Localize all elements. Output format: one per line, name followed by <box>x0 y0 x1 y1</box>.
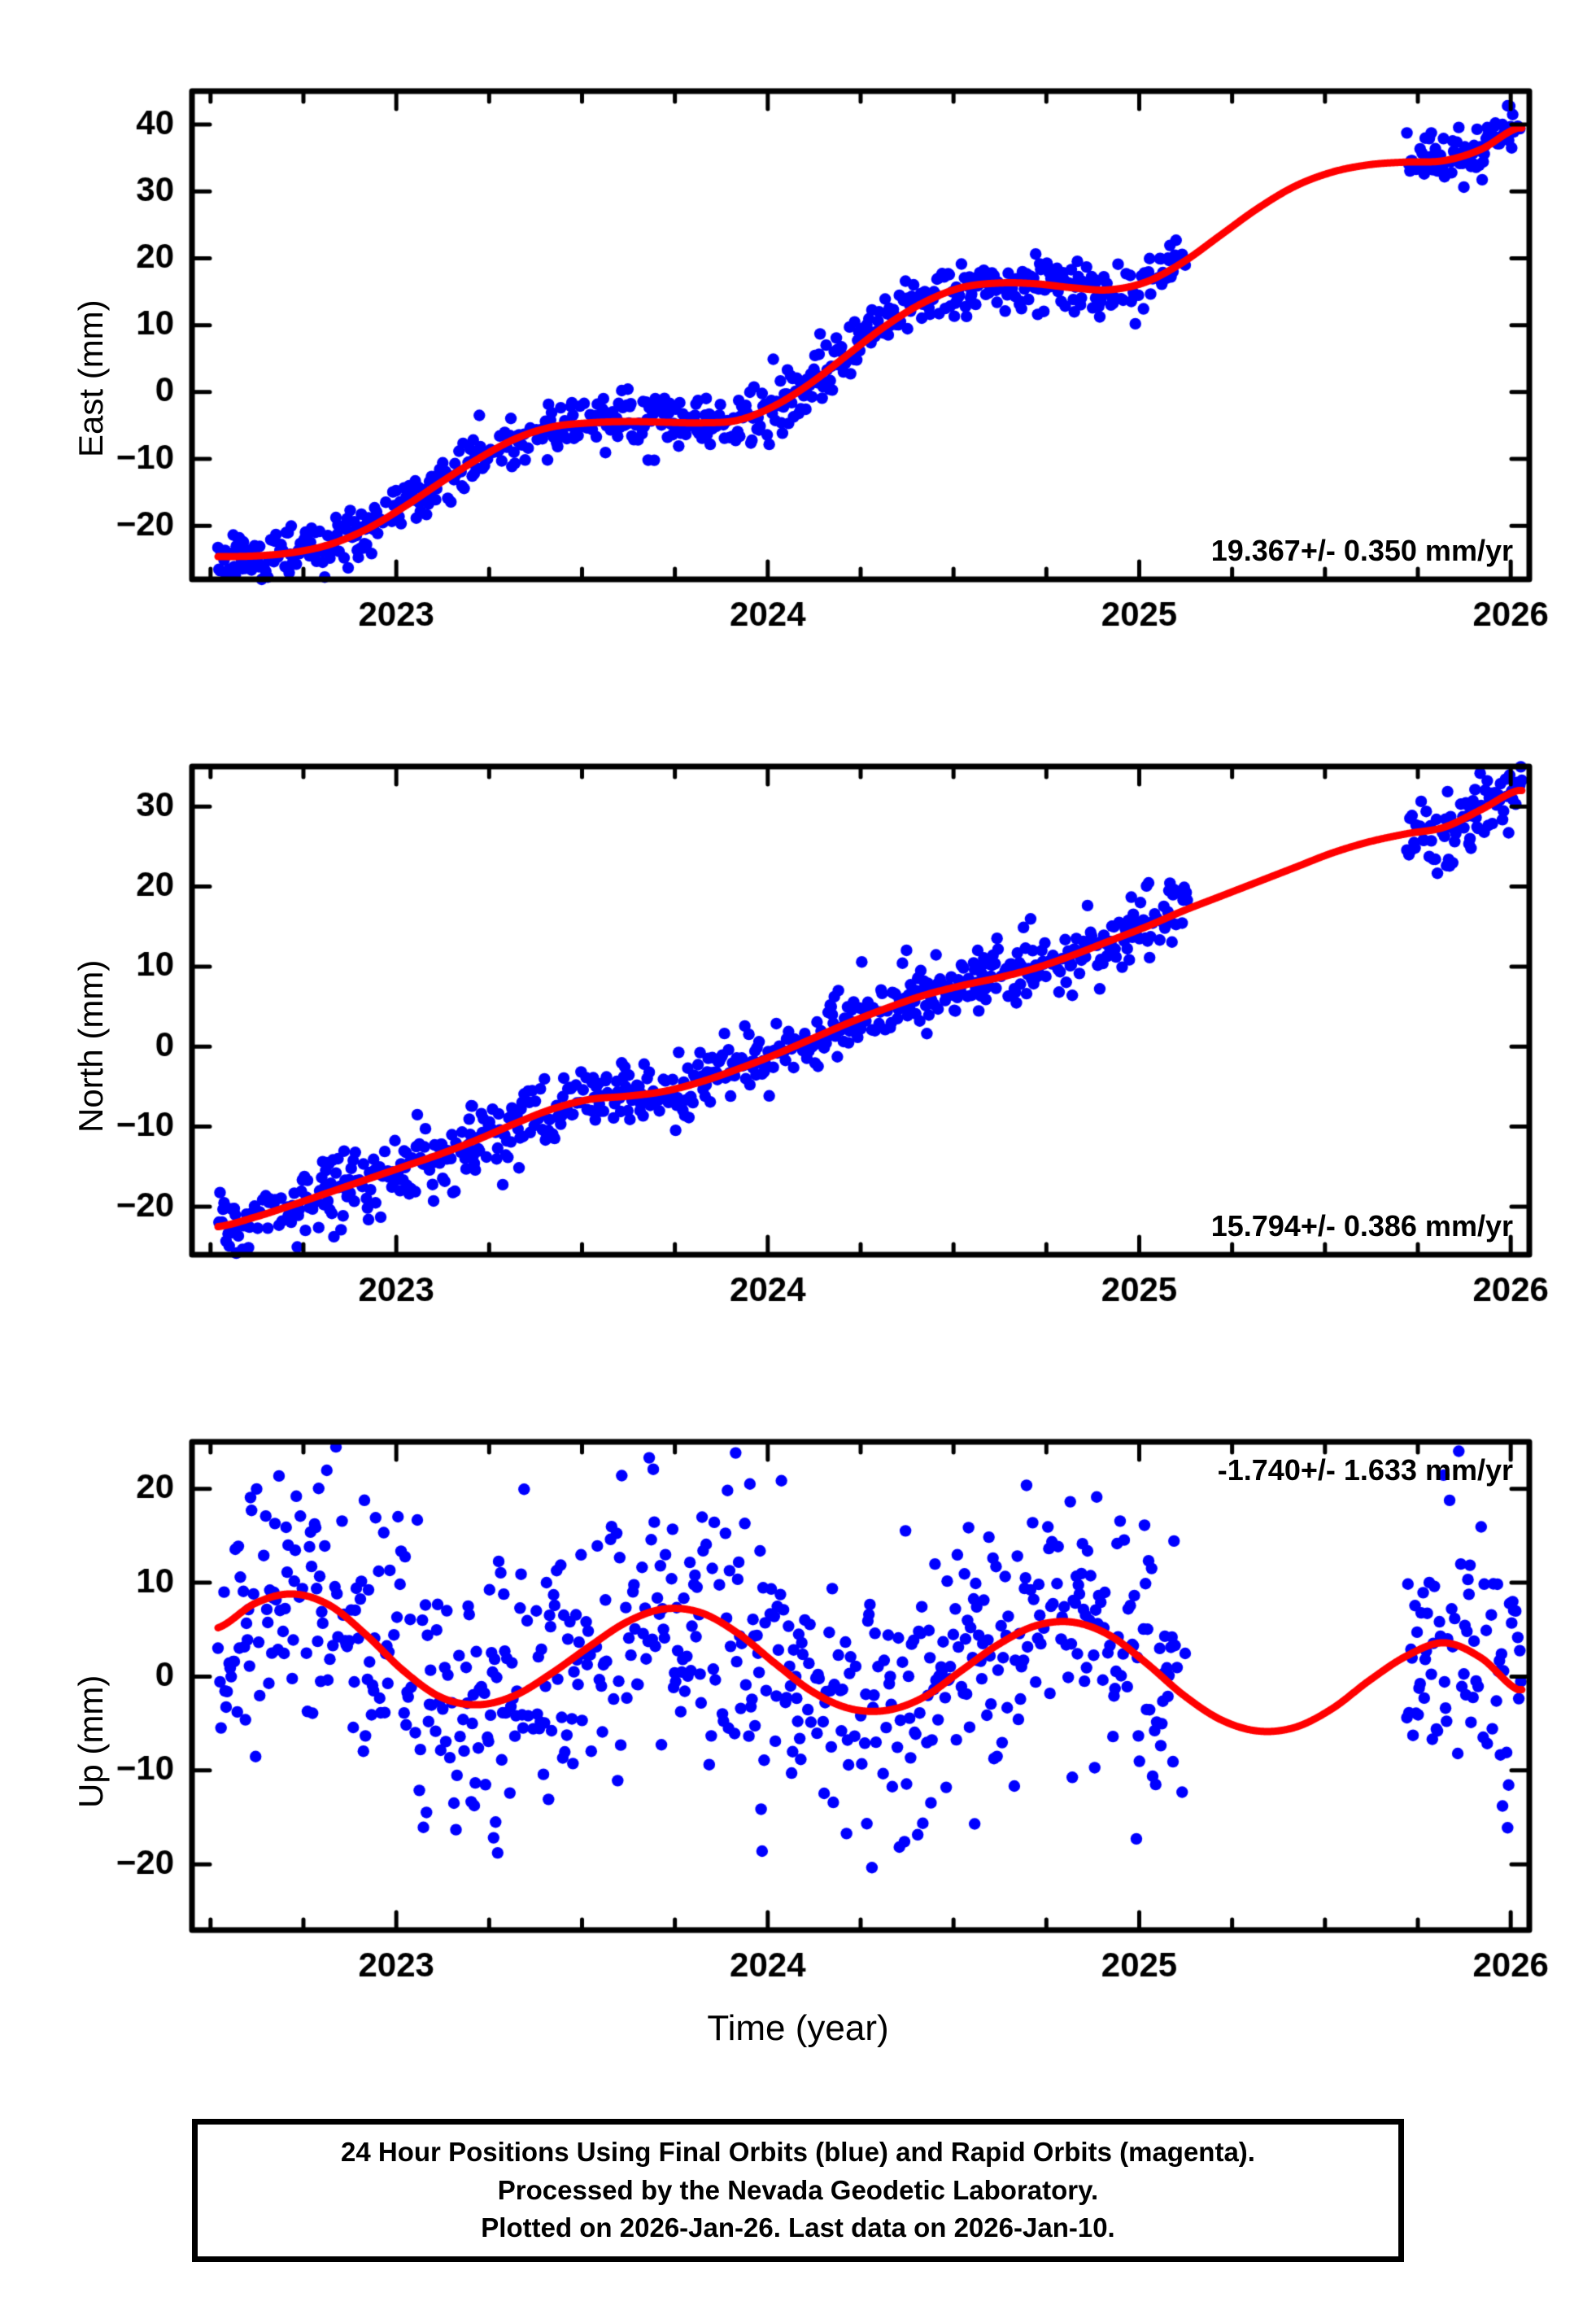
panel-up: Up (mm) -1.740+/- 1.633 mm/yr <box>0 1351 1596 2026</box>
caption-box: 24 Hour Positions Using Final Orbits (bl… <box>192 2119 1404 2262</box>
rate-annotation-east: 19.367+/- 0.350 mm/yr <box>1210 534 1513 567</box>
caption-line-2: Processed by the Nevada Geodetic Laborat… <box>497 2174 1099 2205</box>
panel-north: North (mm) 15.794+/- 0.386 mm/yr <box>0 675 1596 1351</box>
plot-area-up[interactable] <box>0 1351 1596 2026</box>
caption-line-1: 24 Hour Positions Using Final Orbits (bl… <box>341 2136 1255 2167</box>
rate-annotation-up: -1.740+/- 1.633 mm/yr <box>1217 1453 1513 1487</box>
x-axis-label: Time (year) <box>707 2008 889 2048</box>
caption-line-3: Plotted on 2026-Jan-26. Last data on 202… <box>481 2212 1115 2243</box>
plot-area-north[interactable] <box>0 675 1596 1351</box>
y-axis-label-east: East (mm) <box>72 299 110 457</box>
y-axis-label-north: North (mm) <box>72 959 110 1133</box>
y-axis-label-up: Up (mm) <box>72 1675 110 1808</box>
plot-area-east[interactable] <box>0 0 1596 675</box>
rate-annotation-north: 15.794+/- 0.386 mm/yr <box>1210 1209 1513 1243</box>
panel-east: East (mm) 19.367+/- 0.350 mm/yr <box>0 0 1596 675</box>
